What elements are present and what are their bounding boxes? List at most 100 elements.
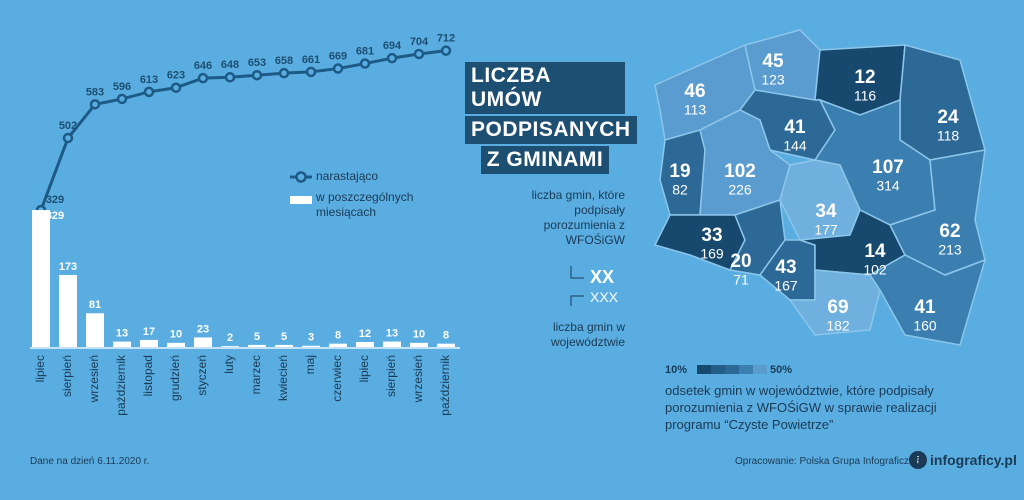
scale-swatch — [753, 365, 767, 374]
x-tick-label: kwiecień — [276, 355, 290, 401]
bar — [410, 342, 428, 347]
region-signed: 45 — [762, 51, 784, 72]
region-total: 213 — [938, 242, 962, 258]
line-value-label: 596 — [113, 81, 131, 93]
line-value-label: 648 — [221, 59, 239, 71]
region — [868, 254, 987, 346]
line-value-label: 694 — [383, 40, 402, 52]
title-block: LICZBA UMÓW PODPISANYCH Z GMINAMI — [465, 62, 637, 176]
x-tick-label: październik — [438, 354, 452, 416]
bar-value-label: 2 — [227, 332, 233, 344]
x-tick-label: czerwiec — [330, 355, 344, 402]
region-signed: 34 — [815, 201, 837, 222]
line — [39, 49, 447, 211]
region-signed: 24 — [937, 107, 959, 128]
x-tick-label: wrzesień — [87, 355, 101, 403]
bar-value-label: 8 — [443, 330, 449, 342]
line-marker — [197, 72, 209, 84]
bar-value-label: 329 — [46, 210, 64, 222]
key-arrow — [570, 295, 584, 306]
bar-value-label: 13 — [386, 327, 398, 339]
bar-value-label: 5 — [281, 331, 287, 343]
legend-label: w poszczególnych miesiącach — [316, 190, 414, 219]
bar — [86, 313, 104, 347]
region-total: 116 — [854, 88, 877, 104]
region-total: 226 — [728, 182, 752, 198]
key-signed-sample: XX — [590, 267, 615, 287]
scale-swatch — [739, 365, 753, 374]
x-tick-label: lipiec — [357, 355, 371, 382]
line-value-label: 658 — [275, 55, 293, 67]
scale-swatch — [711, 365, 725, 374]
line-marker — [89, 99, 101, 110]
scale-swatch — [725, 365, 739, 374]
bar-value-label: 3 — [308, 332, 314, 344]
key-total-label: liczba gmin w województwie — [550, 320, 625, 349]
scale-swatch — [697, 365, 711, 374]
bar — [32, 210, 50, 347]
region-total: 118 — [937, 128, 960, 144]
line-marker — [305, 66, 317, 78]
line-value-label: 661 — [302, 54, 320, 66]
bar — [140, 339, 158, 347]
bar — [194, 337, 212, 347]
svg-text:i: i — [917, 456, 920, 467]
title-line: Z GMINAMI — [480, 146, 610, 174]
region-total: 167 — [774, 278, 798, 294]
footer-brand: infograficy.pl — [930, 452, 1017, 468]
line-value-label: 646 — [194, 60, 212, 72]
bar-value-label: 23 — [197, 323, 209, 335]
x-tick-label: marzec — [249, 355, 263, 394]
legend-label: narastająco — [316, 169, 378, 183]
line-marker — [251, 69, 263, 81]
line-value-label: 329 — [46, 194, 64, 206]
region-total: 102 — [863, 262, 887, 278]
key-total-sample: XXX — [590, 289, 619, 305]
region-signed: 41 — [914, 297, 936, 318]
region-signed: 41 — [784, 117, 806, 138]
bar — [437, 343, 455, 347]
bar — [275, 344, 293, 347]
bar — [356, 342, 374, 347]
scale-min: 10% — [665, 364, 688, 376]
region-signed: 46 — [684, 81, 705, 102]
line-value-label: 583 — [86, 86, 104, 98]
line-marker — [62, 132, 74, 144]
bar-value-label: 10 — [413, 329, 425, 341]
region-signed: 20 — [730, 251, 751, 272]
region-total: 144 — [783, 138, 807, 154]
x-tick-label: wrzesień — [411, 355, 425, 403]
line-marker — [224, 72, 236, 83]
legend-bar-symbol — [290, 196, 312, 204]
line-value-label: 502 — [59, 120, 77, 132]
x-tick-label: lipiec — [33, 355, 47, 382]
brand-logo: i — [909, 451, 927, 469]
x-tick-label: sierpień — [384, 355, 398, 397]
title-line: PODPISANYCH — [465, 116, 637, 144]
color-scale — [697, 365, 767, 374]
footer-date: Dane na dzień 6.11.2020 r. — [30, 456, 150, 467]
region-signed: 69 — [827, 297, 848, 318]
region-total: 82 — [672, 182, 688, 198]
line-marker — [386, 52, 398, 64]
legend-line-marker — [295, 171, 307, 183]
line-marker — [359, 58, 371, 69]
bar-value-label: 5 — [254, 331, 260, 343]
bar-value-label: 81 — [89, 299, 101, 311]
region-signed: 43 — [775, 257, 796, 278]
key-arrow — [570, 266, 584, 279]
region-signed: 19 — [669, 161, 690, 182]
title-line: LICZBA UMÓW — [465, 62, 625, 114]
region-total: 123 — [761, 72, 785, 88]
bar — [59, 274, 77, 347]
scale-max: 50% — [770, 364, 793, 376]
x-tick-label: sierpień — [60, 355, 74, 397]
bar-value-label: 17 — [143, 326, 155, 338]
line-marker — [332, 63, 344, 74]
line-marker — [278, 67, 290, 79]
line-marker — [170, 82, 182, 93]
map-legend-text: odsetek gmin w województwie, które podpi… — [665, 383, 937, 432]
